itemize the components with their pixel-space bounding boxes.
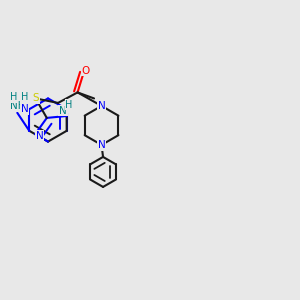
Text: N: N [35, 131, 43, 141]
Text: N: N [21, 104, 28, 114]
Text: H: H [21, 92, 28, 102]
Text: N: N [66, 102, 74, 112]
Text: NH: NH [10, 101, 25, 111]
Text: S: S [32, 93, 39, 103]
Text: N: N [59, 106, 67, 116]
Text: N: N [98, 140, 105, 150]
Text: O: O [82, 65, 90, 76]
Text: H: H [65, 100, 73, 110]
Text: N: N [98, 101, 105, 111]
Text: H: H [10, 92, 17, 102]
